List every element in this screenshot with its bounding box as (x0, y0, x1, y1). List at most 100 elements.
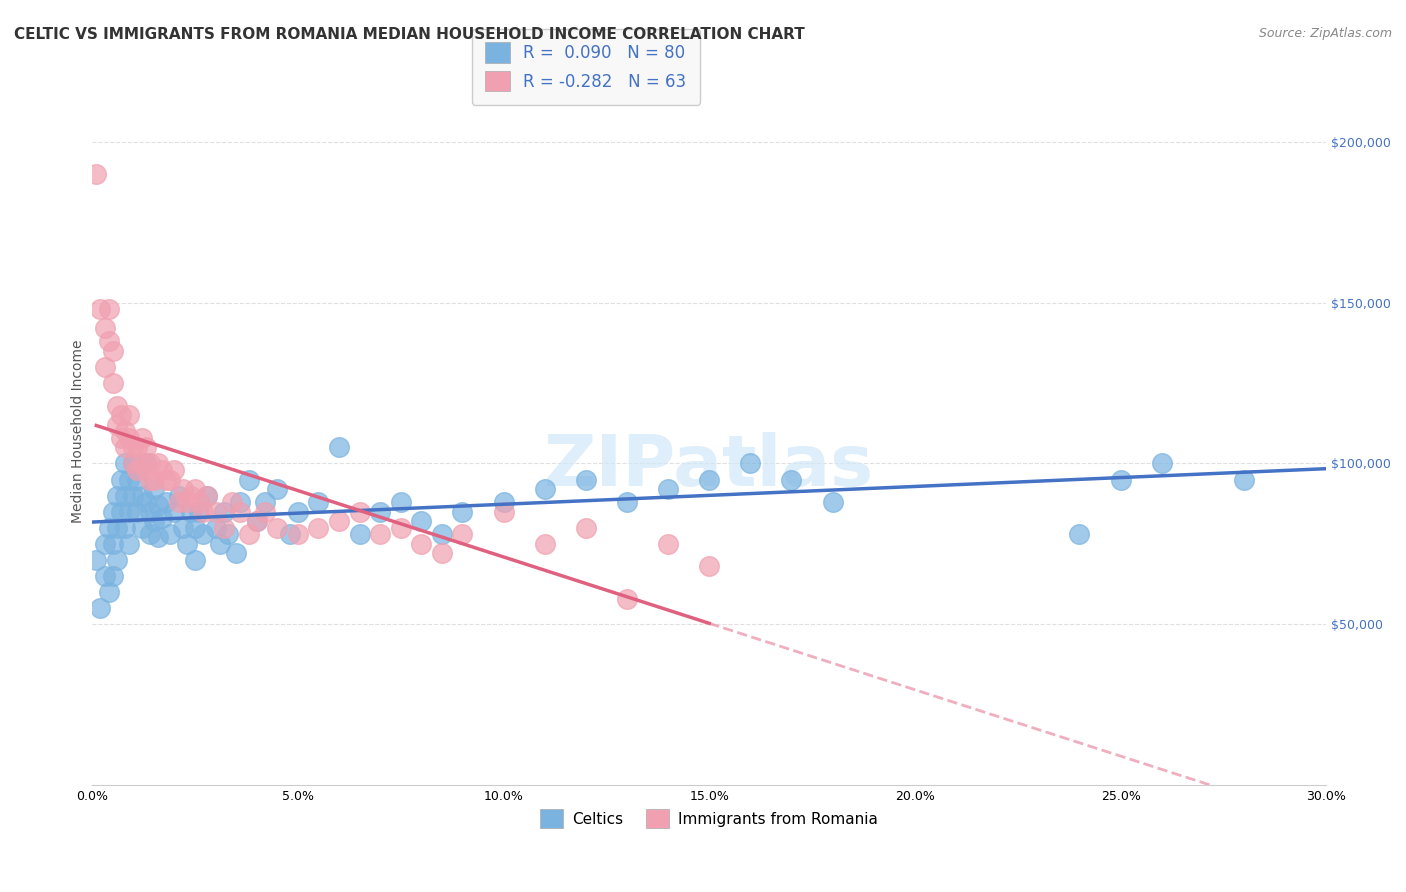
Point (193, 505, 215, 519)
Point (93, 537, 115, 551)
Point (110, 505, 132, 519)
Point (1233, 473, 1256, 487)
Point (118, 473, 141, 487)
Point (411, 514, 433, 528)
Point (349, 505, 371, 519)
Point (114, 521, 136, 535)
Point (105, 521, 128, 535)
Point (110, 408, 132, 422)
Point (328, 514, 350, 528)
Point (217, 527, 239, 541)
Point (142, 514, 165, 528)
Point (266, 482, 288, 496)
Point (139, 473, 162, 487)
Point (430, 547, 453, 561)
Point (105, 553, 128, 567)
Point (127, 473, 149, 487)
Point (163, 505, 186, 519)
Point (146, 457, 169, 471)
Point (184, 553, 207, 567)
Point (195, 489, 218, 503)
Point (740, 457, 762, 471)
Point (212, 521, 235, 535)
Point (204, 521, 226, 535)
Point (97, 334, 120, 349)
Point (84, 553, 107, 567)
Point (135, 495, 157, 509)
Point (238, 473, 260, 487)
Point (657, 537, 679, 551)
Point (122, 457, 145, 471)
Point (155, 473, 177, 487)
Point (221, 495, 243, 509)
Point (533, 537, 555, 551)
Point (1150, 457, 1173, 471)
Point (142, 482, 165, 496)
Point (225, 547, 247, 561)
Point (389, 495, 412, 509)
Point (176, 495, 198, 509)
Point (180, 489, 202, 503)
Point (110, 431, 132, 445)
Point (1109, 473, 1132, 487)
Point (139, 457, 162, 471)
Point (122, 489, 145, 503)
Point (307, 495, 329, 509)
Point (114, 441, 136, 455)
Point (118, 505, 141, 519)
Point (616, 591, 638, 606)
Point (131, 489, 153, 503)
Point (697, 473, 720, 487)
Point (172, 482, 194, 496)
Point (93, 569, 115, 583)
Point (492, 505, 515, 519)
Point (411, 537, 433, 551)
Point (657, 482, 679, 496)
Point (533, 482, 555, 496)
Text: CELTIC VS IMMIGRANTS FROM ROMANIA MEDIAN HOUSEHOLD INCOME CORRELATION CHART: CELTIC VS IMMIGRANTS FROM ROMANIA MEDIAN… (14, 27, 804, 42)
Point (110, 473, 132, 487)
Point (105, 417, 128, 432)
Point (127, 505, 149, 519)
Point (229, 505, 252, 519)
Point (155, 495, 177, 509)
Point (131, 521, 153, 535)
Legend: Celtics, Immigrants from Romania: Celtics, Immigrants from Romania (534, 803, 884, 834)
Point (150, 463, 173, 477)
Point (105, 399, 128, 413)
Point (195, 489, 218, 503)
Point (349, 527, 371, 541)
Point (135, 457, 157, 471)
Point (616, 495, 638, 509)
Point (188, 505, 211, 519)
Point (135, 463, 157, 477)
Point (118, 408, 141, 422)
Point (97, 521, 120, 535)
Point (114, 489, 136, 503)
Point (368, 527, 391, 541)
Point (172, 521, 194, 535)
Point (150, 511, 173, 525)
Point (89, 601, 111, 615)
Point (266, 521, 288, 535)
Point (328, 441, 350, 455)
Point (131, 431, 153, 445)
Point (492, 495, 515, 509)
Point (127, 463, 149, 477)
Point (278, 527, 301, 541)
Point (287, 527, 309, 541)
Point (159, 473, 181, 487)
Point (389, 521, 412, 535)
Point (139, 527, 162, 541)
Point (208, 537, 231, 551)
Point (575, 521, 598, 535)
Point (101, 343, 124, 358)
Y-axis label: Median Household Income: Median Household Income (72, 340, 86, 523)
Point (253, 505, 276, 519)
Point (307, 521, 329, 535)
Point (184, 521, 207, 535)
Point (89, 301, 111, 316)
Point (204, 505, 226, 519)
Point (97, 301, 120, 316)
Point (575, 473, 598, 487)
